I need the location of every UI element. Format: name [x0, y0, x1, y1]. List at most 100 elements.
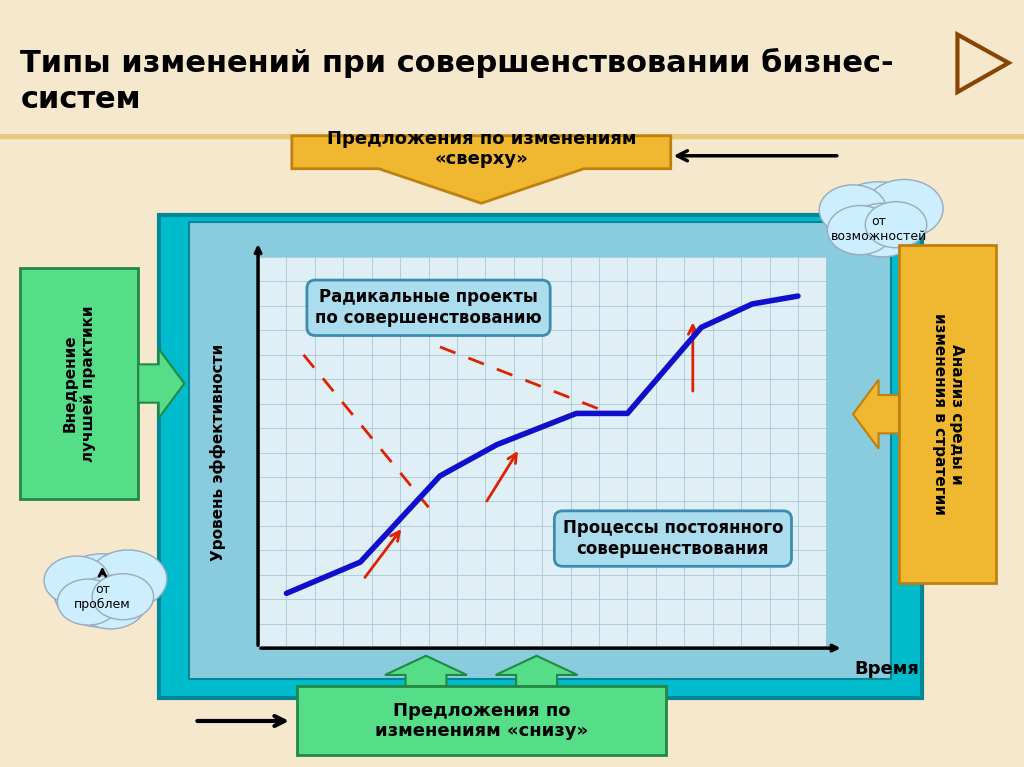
Bar — [0, 136, 1024, 138]
Text: Предложения по
изменениям «снизу»: Предложения по изменениям «снизу» — [375, 702, 588, 740]
Text: Типы изменений при совершенствовании бизнес-
систем: Типы изменений при совершенствовании биз… — [20, 48, 894, 114]
Polygon shape — [138, 349, 184, 418]
Bar — [0, 137, 1024, 138]
Circle shape — [44, 556, 110, 605]
Circle shape — [57, 579, 119, 625]
Circle shape — [865, 202, 927, 248]
Bar — [0, 135, 1024, 137]
Circle shape — [53, 554, 152, 627]
Bar — [0, 136, 1024, 137]
Bar — [0, 136, 1024, 137]
Bar — [0, 136, 1024, 137]
Bar — [0, 136, 1024, 137]
Bar — [0, 135, 1024, 137]
Circle shape — [819, 185, 887, 235]
Circle shape — [92, 574, 154, 620]
Bar — [0, 136, 1024, 137]
Bar — [0, 135, 1024, 137]
Bar — [0, 135, 1024, 137]
Bar — [0, 136, 1024, 138]
Circle shape — [847, 203, 919, 257]
Polygon shape — [292, 136, 671, 203]
Bar — [0, 136, 1024, 138]
Bar — [0, 135, 1024, 137]
Bar — [0, 135, 1024, 137]
Bar — [0, 135, 1024, 137]
Bar — [0, 135, 1024, 137]
Circle shape — [827, 206, 893, 255]
Text: Предложения по изменениям
«сверху»: Предложения по изменениям «сверху» — [327, 130, 636, 168]
Bar — [0, 136, 1024, 137]
Bar — [0, 137, 1024, 138]
Bar — [0, 136, 1024, 137]
Bar — [0, 135, 1024, 137]
Bar — [0, 135, 1024, 137]
Bar — [0, 135, 1024, 137]
Bar — [0, 137, 1024, 138]
Bar — [0, 137, 1024, 138]
Bar — [0, 136, 1024, 137]
Bar — [0, 135, 1024, 137]
Circle shape — [75, 575, 146, 629]
Bar — [0, 136, 1024, 137]
Bar — [0, 135, 1024, 137]
FancyBboxPatch shape — [20, 268, 138, 499]
Bar — [0, 137, 1024, 138]
Bar — [0, 136, 1024, 137]
Bar — [0, 135, 1024, 137]
Bar — [0, 135, 1024, 137]
Bar — [0, 135, 1024, 137]
FancyBboxPatch shape — [159, 215, 922, 698]
Bar — [0, 136, 1024, 138]
Text: Анализ среды и
изменения в стратегии: Анализ среды и изменения в стратегии — [932, 313, 964, 515]
Polygon shape — [385, 656, 467, 686]
Bar — [0, 135, 1024, 137]
Bar — [0, 135, 1024, 137]
Text: от
возможностей: от возможностей — [830, 215, 927, 242]
Bar — [0, 135, 1024, 137]
Bar — [0, 136, 1024, 137]
Polygon shape — [853, 380, 899, 449]
Circle shape — [865, 179, 943, 238]
Bar — [0, 136, 1024, 137]
Bar — [0, 135, 1024, 137]
Bar — [0, 136, 1024, 137]
Bar — [0, 136, 1024, 138]
Text: Процессы постоянного
совершенствования: Процессы постоянного совершенствования — [562, 519, 783, 558]
Bar — [0, 135, 1024, 137]
Bar — [0, 136, 1024, 138]
Bar — [0, 135, 1024, 137]
Bar — [0, 135, 1024, 137]
Bar — [0, 136, 1024, 138]
Bar — [0, 137, 1024, 138]
Bar — [0, 136, 1024, 138]
Bar — [0, 135, 1024, 137]
Bar — [0, 136, 1024, 137]
Bar — [0, 135, 1024, 137]
Bar — [0, 135, 1024, 137]
Bar — [0, 136, 1024, 137]
Text: Внедрение
лучшей практики: Внедрение лучшей практики — [62, 305, 96, 462]
Bar — [0, 136, 1024, 137]
Bar — [0, 136, 1024, 137]
Bar — [0, 137, 1024, 138]
Text: от
проблем: от проблем — [74, 583, 131, 611]
Bar — [0, 135, 1024, 137]
Bar — [0, 136, 1024, 137]
Bar — [0, 135, 1024, 137]
Bar — [0, 136, 1024, 138]
Bar — [0, 136, 1024, 137]
Bar — [0, 136, 1024, 137]
Circle shape — [89, 550, 167, 608]
Bar — [0, 136, 1024, 137]
Bar — [0, 135, 1024, 137]
FancyBboxPatch shape — [297, 686, 666, 755]
Bar — [0, 136, 1024, 137]
Text: Время: Время — [855, 660, 920, 678]
Bar — [0, 136, 1024, 137]
Bar — [0, 135, 1024, 137]
Bar — [0, 136, 1024, 137]
Bar — [0, 136, 1024, 137]
Bar — [0, 136, 1024, 137]
FancyBboxPatch shape — [899, 245, 996, 583]
